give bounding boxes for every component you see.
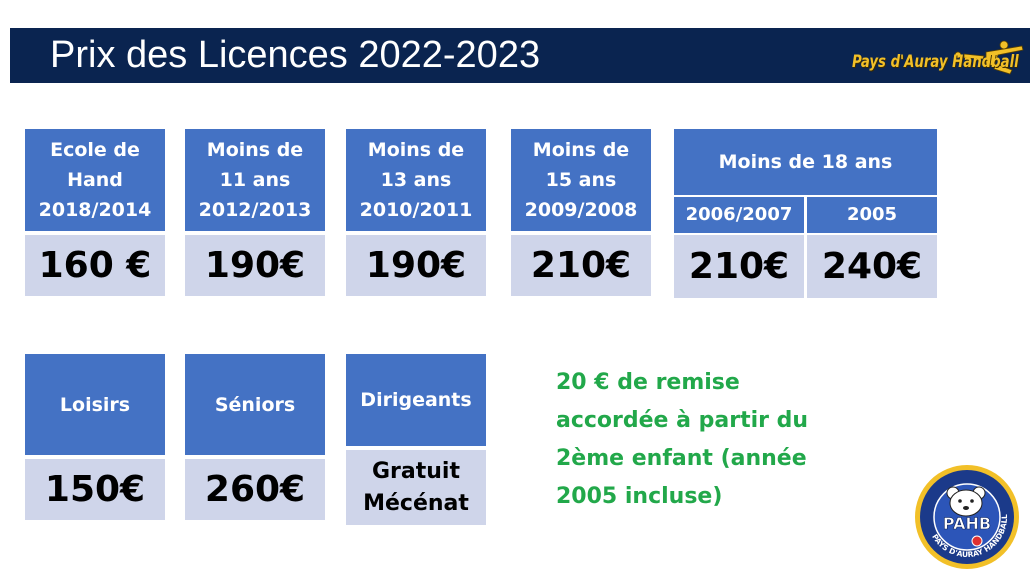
sibling-discount-note: 20 € de remise accordée à partir du 2ème…	[556, 370, 809, 509]
card-u18-sub-2006-2007: 2006/2007	[674, 197, 804, 233]
club-badge-bear-logo: PAHB PAYS D'AURAY HANDBALL	[915, 465, 1019, 569]
card-seniors-price: 260€	[185, 459, 325, 520]
card-dirigeants-header: Dirigeants	[346, 354, 486, 446]
card-u18-header: Moins de 18 ans	[674, 129, 937, 195]
card-u11-header: Moins de 11 ans 2012/2013	[185, 129, 325, 231]
club-logo-handball-player	[954, 40, 1024, 75]
badge-initials: PAHB	[943, 514, 991, 533]
card-dirigeants-price: Gratuit Mécénat	[346, 450, 486, 525]
card-loisirs-price: 150€	[25, 459, 165, 520]
card-loisirs-header: Loisirs	[25, 354, 165, 455]
card-u13-header: Moins de 13 ans 2010/2011	[346, 129, 486, 231]
card-seniors-header: Séniors	[185, 354, 325, 455]
card-u15-header: Moins de 15 ans 2009/2008	[511, 129, 651, 231]
card-ecole-hand-price: 160 €	[25, 235, 165, 296]
card-u18-price-2006-2007: 210€	[674, 235, 804, 298]
card-u13-price: 190€	[346, 235, 486, 296]
page-title: Prix des Licences 2022-2023	[50, 34, 541, 76]
club-logo-text: Pays d'Auray Handball	[852, 52, 1019, 72]
card-u18-sub-2005: 2005	[807, 197, 937, 233]
card-u18-price-2005: 240€	[807, 235, 937, 298]
card-u15-price: 210€	[511, 235, 651, 296]
card-u11-price: 190€	[185, 235, 325, 296]
card-ecole-hand-header: Ecole de Hand 2018/2014	[25, 129, 165, 231]
header-bar	[10, 28, 1030, 83]
